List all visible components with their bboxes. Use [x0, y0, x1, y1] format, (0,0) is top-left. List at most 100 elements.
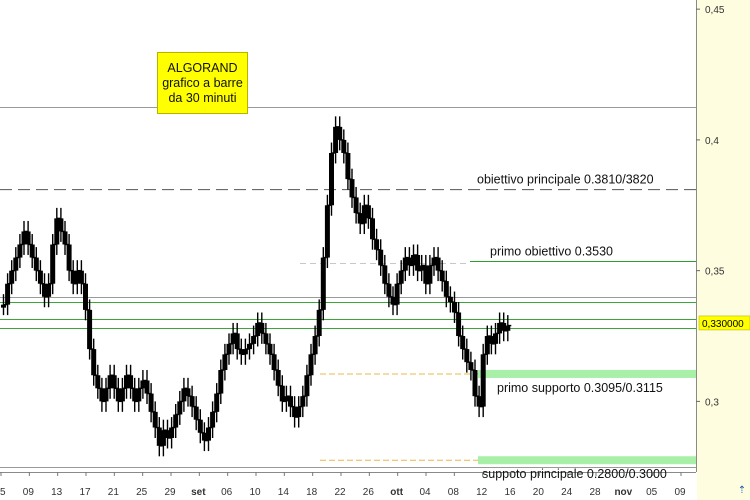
price-bar-body — [353, 197, 359, 214]
price-bar-body — [271, 354, 277, 371]
price-bar-body — [361, 205, 367, 224]
price-bar-body — [386, 283, 392, 297]
price-bar-body — [83, 283, 88, 310]
price-bar-body — [140, 380, 146, 389]
price-bar-body — [443, 281, 449, 297]
price-bar-body — [267, 343, 273, 355]
x-tick-label: 04 — [419, 487, 431, 498]
price-bar-body — [50, 244, 56, 284]
price-bar-body — [62, 231, 68, 245]
price-bar-body — [95, 375, 101, 389]
scroll-up-arrow-icon[interactable]: ⇡ — [737, 485, 747, 496]
price-bar-body — [431, 257, 437, 266]
price-bar-body — [324, 205, 330, 258]
price-bar-body — [230, 333, 236, 344]
price-bar-body — [37, 270, 43, 284]
level-label: obiettivo principale 0.3810/3820 — [477, 173, 654, 187]
x-tick-label: 12 — [476, 487, 488, 498]
price-bar-body — [136, 388, 142, 402]
price-bar-body — [119, 388, 125, 402]
price-bar-body — [222, 354, 228, 371]
price-bar-body — [341, 139, 347, 153]
price-bar-body — [165, 430, 170, 439]
price-bar-body — [505, 325, 511, 331]
price-bar-body — [197, 419, 203, 433]
price-bar-body — [9, 270, 15, 284]
x-tick-label: ott — [390, 487, 403, 498]
price-bar-body — [312, 336, 318, 355]
price-bar-body — [365, 205, 371, 219]
x-tick-label: 06 — [221, 487, 233, 498]
price-bar-body — [320, 257, 326, 310]
price-bar-body — [177, 401, 183, 415]
price-bar-body — [29, 244, 35, 258]
price-bar-body — [226, 343, 232, 355]
price-bar-body — [493, 333, 498, 344]
price-bar-body — [296, 406, 302, 418]
price-bar-body — [103, 388, 109, 402]
price-bar-body — [390, 296, 396, 305]
price-bar-body — [488, 336, 494, 344]
price-bar-body — [70, 270, 76, 284]
price-bar-body — [247, 343, 252, 350]
price-bar-body — [238, 349, 244, 355]
x-tick-label: 09 — [674, 487, 686, 498]
price-bar-body — [308, 354, 314, 376]
price-bar-body — [329, 152, 334, 206]
price-bar-body — [423, 265, 429, 284]
price-bar-body — [279, 385, 285, 402]
level-label: primo obiettivo 0.3530 — [490, 244, 613, 258]
price-bar-body — [54, 218, 60, 245]
price-bar-body — [452, 302, 457, 313]
price-bar-body — [152, 411, 158, 428]
x-tick-label: 05 — [646, 487, 658, 498]
x-tick-label: 26 — [363, 487, 375, 498]
x-tick-label: 08 — [448, 487, 460, 498]
price-bar-body — [33, 257, 39, 271]
last-price-label: 0,330000 — [702, 319, 744, 330]
price-bar-body — [13, 257, 19, 271]
price-bar-body — [210, 411, 216, 428]
x-tick-label: 14 — [278, 487, 290, 498]
price-bar-body — [460, 336, 466, 350]
price-bar-body — [357, 213, 363, 224]
price-bar-body — [185, 388, 191, 397]
x-tick-label: 05 — [0, 487, 6, 498]
price-bar-body — [17, 244, 23, 258]
price-bar-body — [87, 309, 93, 350]
price-bar-body — [1, 304, 6, 308]
price-bar-body — [275, 370, 281, 386]
level-label: suppoto principale 0.2800/0.3000 — [482, 467, 667, 481]
price-bar-body — [283, 396, 289, 402]
price-bar-body — [476, 396, 482, 407]
x-tick-label: 24 — [561, 487, 573, 498]
price-bar-body — [78, 270, 84, 284]
chart-title-line-2: grafico a barre — [162, 75, 243, 90]
price-bar-body — [316, 309, 322, 337]
x-tick-label: 13 — [51, 487, 63, 498]
price-bar-body — [91, 349, 97, 376]
price-bar-body — [398, 270, 404, 284]
price-bar-body — [370, 218, 375, 240]
x-tick-label: set — [191, 487, 206, 498]
x-tick-label: 22 — [334, 487, 346, 498]
price-bar-body — [99, 388, 105, 402]
price-bar-body — [406, 257, 412, 266]
price-bar-body — [304, 375, 310, 397]
x-tick-label: nov — [614, 487, 632, 498]
price-bar-body — [132, 388, 138, 402]
price-bar-body — [402, 257, 408, 271]
price-bar-body — [107, 375, 113, 389]
price-bar-body — [242, 349, 248, 355]
price-bar-body — [74, 270, 80, 284]
price-bar-body — [419, 265, 425, 271]
price-bar-body — [251, 336, 257, 344]
price-bar-body — [255, 322, 261, 337]
price-bar-body — [66, 244, 72, 271]
price-bar-body — [382, 265, 388, 284]
x-tick-label: 21 — [108, 487, 120, 498]
price-bar-body — [411, 254, 416, 266]
price-bar-body — [292, 406, 298, 418]
price-bar-body — [201, 432, 207, 441]
